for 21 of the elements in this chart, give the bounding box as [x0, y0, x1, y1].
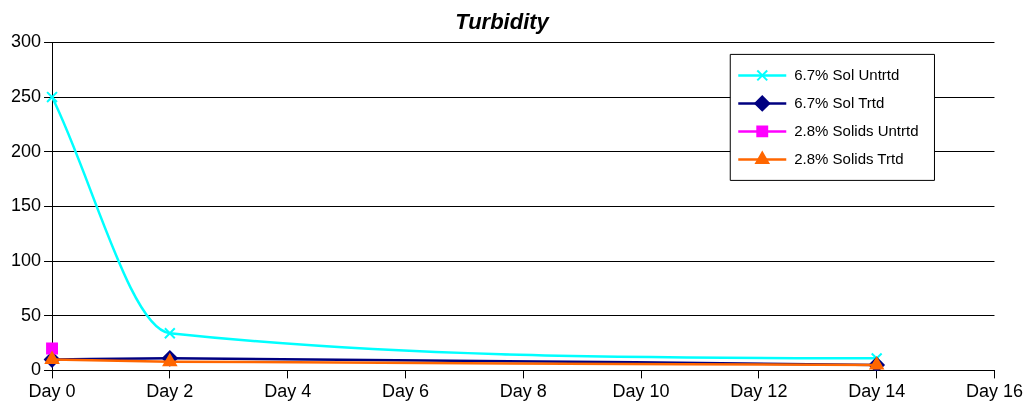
y-tick-label: 300 [10, 31, 42, 52]
legend-label: 6.7% Sol Untrtd [794, 65, 900, 83]
legend-label: 2.8% Solids Trtd [794, 149, 904, 167]
x-tick-label: Day 0 [28, 381, 76, 402]
x-tick-label: Day 12 [730, 381, 788, 402]
x-tick-label: Day 16 [965, 381, 1024, 402]
x-tick-label: Day 14 [848, 381, 906, 402]
legend-label: 2.8% Solids Untrtd [794, 121, 919, 139]
y-tick-label: 150 [10, 195, 42, 216]
x-tick-label: Day 8 [499, 381, 547, 402]
x-tick-label: Day 10 [612, 381, 670, 402]
x-tick-label: Day 2 [146, 381, 194, 402]
x-tick-label: Day 4 [264, 381, 312, 402]
y-tick-label: 100 [10, 250, 42, 271]
y-tick-label: 200 [10, 140, 42, 161]
legend-label: 6.7% Sol Trtd [794, 93, 885, 111]
y-tick-label: 0 [31, 359, 42, 380]
chart-title: Turbidity [455, 9, 551, 35]
y-tick-label: 250 [10, 86, 42, 107]
x-tick-label: Day 6 [381, 381, 429, 402]
y-tick-label: 50 [21, 304, 42, 325]
